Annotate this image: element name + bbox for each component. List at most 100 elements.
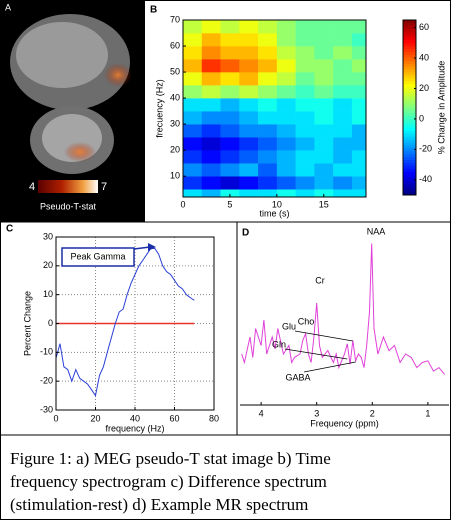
heatmap-cell	[183, 72, 203, 86]
colorbar-segment	[403, 43, 416, 47]
y-tick-label: 20	[43, 260, 53, 270]
y-tick-label: 20	[170, 145, 180, 155]
y-tick-label: -20	[40, 376, 53, 386]
heatmap-cell	[295, 98, 315, 112]
colorbar-segment	[403, 122, 416, 126]
annotation-arrow	[133, 246, 151, 250]
heatmap-cell	[276, 72, 296, 86]
colorbar-label: % Change in Amplitude	[436, 61, 446, 155]
heatmap-cell	[258, 98, 278, 112]
x-tick-label: 5	[227, 199, 232, 209]
heatmap-cell	[258, 46, 278, 60]
heatmap-cell	[333, 46, 353, 60]
heatmap-cell	[239, 111, 259, 125]
colorbar-segment	[403, 139, 416, 143]
heatmap-cell	[258, 33, 278, 47]
colorbar-segment	[403, 46, 416, 50]
heatmap-cell	[295, 124, 315, 138]
heatmap-cell	[183, 85, 203, 99]
colorbar-segment	[403, 60, 416, 65]
colorbar-segment	[403, 136, 416, 141]
heatmap-cell	[201, 72, 221, 86]
colorbar-segment	[403, 81, 416, 85]
colorbar-tick-label: 20	[419, 83, 429, 93]
x-tick-label: 2	[370, 408, 375, 418]
colorbar-segment	[403, 63, 416, 68]
colorbar-segment	[403, 75, 416, 79]
heatmap-cell	[295, 163, 315, 177]
heatmap-cell	[276, 124, 296, 138]
heatmap-cell	[295, 137, 315, 151]
heatmap-cell	[220, 46, 240, 60]
heatmap-cell	[258, 85, 278, 99]
colorbar-segment	[403, 34, 416, 38]
heatmap-cell	[239, 150, 259, 164]
heatmap-cell	[258, 150, 278, 164]
heatmap-cell	[258, 176, 278, 190]
heatmap-cell	[333, 72, 353, 86]
colorbar-tick-label: 4	[29, 181, 35, 193]
x-axis-label: time (s)	[260, 208, 290, 218]
heatmap-cell	[276, 85, 296, 99]
colorbar-tick-label: 7	[101, 181, 107, 193]
peak-label: NAA	[367, 226, 386, 236]
heatmap-cell	[201, 46, 221, 60]
colorbar-segment	[403, 174, 416, 178]
brain-cortex	[16, 22, 108, 88]
colorbar-segment	[403, 113, 416, 117]
heatmap-cell	[239, 72, 259, 86]
heatmap-cell	[239, 189, 259, 198]
plot-frame	[182, 19, 367, 198]
y-tick-label: 10	[43, 289, 53, 299]
colorbar-segment	[403, 66, 416, 71]
heatmap-cell	[258, 124, 278, 138]
heatmap-cell	[183, 150, 203, 164]
heatmap-cell	[220, 189, 240, 198]
heatmap-cell	[183, 163, 203, 177]
heatmap-cell	[351, 98, 367, 112]
heatmap-cell	[239, 98, 259, 112]
heatmap-cell	[239, 137, 259, 151]
heatmap-cell	[220, 163, 240, 177]
colorbar-segment	[403, 110, 416, 114]
heatmap-cell	[333, 59, 353, 73]
heatmap-cell	[333, 189, 353, 198]
colorbar-segment	[403, 116, 416, 120]
x-tick-label: 20	[90, 413, 100, 423]
heatmap-cell	[220, 98, 240, 112]
arrow-head	[148, 243, 156, 251]
colorbar-segment	[403, 101, 416, 106]
y-tick-label: 10	[170, 171, 180, 181]
heatmap-cell	[333, 163, 353, 177]
heatmap-cell	[295, 20, 315, 34]
heatmap-cell	[183, 59, 203, 73]
peak-label: Gln	[272, 339, 286, 349]
colorbar-segment	[403, 95, 416, 100]
heatmap-cell	[276, 46, 296, 60]
colorbar-segment	[403, 22, 416, 27]
heatmap-cell	[314, 46, 334, 60]
heatmap-cell	[239, 85, 259, 99]
colorbar-segment	[403, 142, 416, 146]
colorbar-segment	[403, 119, 416, 123]
heatmap-cell	[276, 98, 296, 112]
heatmap-cell	[295, 33, 315, 47]
colorbar-segment	[403, 104, 416, 108]
colorbar-tick-label: -40	[419, 174, 432, 184]
peak-pointer	[294, 330, 353, 342]
peak-label: Glu	[282, 321, 296, 331]
y-tick-label: -30	[40, 404, 53, 414]
heatmap-cell	[201, 33, 221, 47]
x-tick-label: 1	[425, 408, 430, 418]
heatmap-cell	[333, 111, 353, 125]
heatmap-cell	[351, 59, 367, 73]
data-line	[55, 248, 195, 397]
y-tick-label: -10	[40, 347, 53, 357]
heatmap-cell	[333, 33, 353, 47]
heatmap-cell	[351, 85, 367, 99]
heatmap-cell	[314, 98, 334, 112]
colorbar-segment	[403, 127, 416, 132]
heatmap-cell	[201, 59, 221, 73]
x-axis-label: Frequency (ppm)	[310, 418, 379, 428]
